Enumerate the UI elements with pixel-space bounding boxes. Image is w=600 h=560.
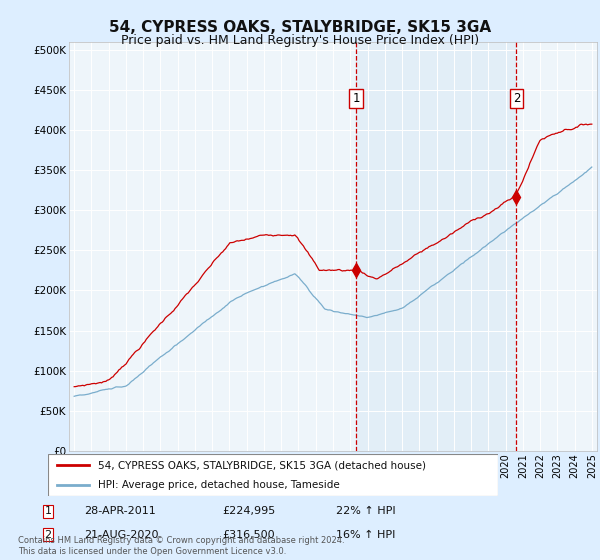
Text: £224,995: £224,995 bbox=[222, 506, 275, 516]
Text: 54, CYPRESS OAKS, STALYBRIDGE, SK15 3GA (detached house): 54, CYPRESS OAKS, STALYBRIDGE, SK15 3GA … bbox=[97, 460, 425, 470]
Text: 1: 1 bbox=[44, 506, 52, 516]
Text: Price paid vs. HM Land Registry's House Price Index (HPI): Price paid vs. HM Land Registry's House … bbox=[121, 34, 479, 46]
Text: 54, CYPRESS OAKS, STALYBRIDGE, SK15 3GA: 54, CYPRESS OAKS, STALYBRIDGE, SK15 3GA bbox=[109, 20, 491, 35]
Text: 21-AUG-2020: 21-AUG-2020 bbox=[84, 530, 158, 540]
Text: 2: 2 bbox=[512, 92, 520, 105]
Text: £316,500: £316,500 bbox=[222, 530, 275, 540]
Text: 28-APR-2011: 28-APR-2011 bbox=[84, 506, 156, 516]
Text: 16% ↑ HPI: 16% ↑ HPI bbox=[336, 530, 395, 540]
Text: 22% ↑ HPI: 22% ↑ HPI bbox=[336, 506, 395, 516]
FancyBboxPatch shape bbox=[48, 454, 498, 496]
Text: 2: 2 bbox=[44, 530, 52, 540]
Text: 1: 1 bbox=[352, 92, 359, 105]
Bar bbox=[356, 42, 517, 451]
Text: HPI: Average price, detached house, Tameside: HPI: Average price, detached house, Tame… bbox=[97, 480, 339, 490]
Text: Contains HM Land Registry data © Crown copyright and database right 2024.
This d: Contains HM Land Registry data © Crown c… bbox=[18, 536, 344, 556]
